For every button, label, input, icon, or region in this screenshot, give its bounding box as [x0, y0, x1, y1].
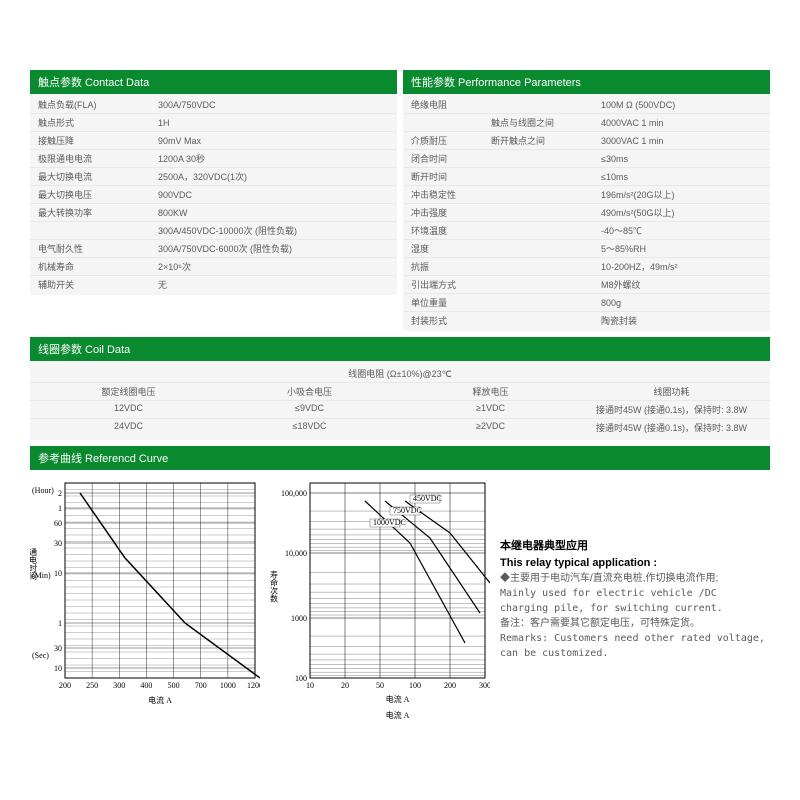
svg-text:300: 300: [479, 681, 490, 690]
contact-header: 触点参数 Contact Data: [30, 70, 397, 94]
coil-table: 线圈电阻 (Ω±10%)@23℃ 额定线圈电压小吸合电压释放电压线圈功耗 12V…: [30, 361, 770, 440]
table-row: 单位重量800g: [403, 294, 770, 312]
table-row: 辅助开关无: [30, 276, 397, 293]
svg-text:750VDC: 750VDC: [393, 506, 422, 515]
svg-text:60: 60: [54, 519, 62, 528]
table-row: 引出端方式M8外螺纹: [403, 276, 770, 294]
table-row: 触点形式1H: [30, 114, 397, 132]
app-line2: Mainly used for electric vehicle /DC cha…: [500, 586, 770, 616]
table-row: 环境温度-40～85℃: [403, 222, 770, 240]
table-row: 抗振10-200HZ，49m/s²: [403, 258, 770, 276]
curves-area: 2 1 60 30 10 1 30 10 200 250 300 400 500 700 1000 1200 (…: [30, 478, 770, 708]
svg-text:250: 250: [86, 681, 98, 690]
table-row: 300A/450VDC-10000次 (阻性负载): [30, 222, 397, 240]
svg-text:1200: 1200: [247, 681, 260, 690]
svg-text:200: 200: [59, 681, 71, 690]
contact-table: 触点负载(FLA)300A/750VDC触点形式1H接触压降90mV Max极限…: [30, 94, 397, 295]
svg-text:1000VDC: 1000VDC: [373, 518, 406, 527]
table-row: 接触压降90mV Max: [30, 132, 397, 150]
table-row: 最大转换功率800KW: [30, 204, 397, 222]
app-title-en: This relay typical application :: [500, 555, 770, 572]
svg-text:10: 10: [54, 569, 62, 578]
app-line1: ◆主要用于电动汽车/直流充电桩,作切换电流作用;: [500, 571, 770, 586]
table-row: 触点与线圈之间4000VAC 1 min: [403, 114, 770, 132]
svg-text:(Hour): (Hour): [32, 486, 54, 495]
svg-text:1000: 1000: [291, 614, 307, 623]
coil-header: 线圈参数 Coil Data: [30, 337, 770, 361]
svg-text:(Min): (Min): [32, 571, 51, 580]
svg-text:1000: 1000: [220, 681, 236, 690]
table-row: 冲击强度490m/s²(50G以上): [403, 204, 770, 222]
svg-text:200: 200: [444, 681, 456, 690]
svg-text:2: 2: [58, 489, 62, 498]
app-title-cn: 本继电器典型应用: [500, 538, 770, 555]
svg-text:寿命次数: 寿命次数: [270, 570, 279, 604]
chart-life: 100,00010,0001000100102050100200300450VD…: [270, 478, 490, 708]
svg-text:500: 500: [168, 681, 180, 690]
svg-text:450VDC: 450VDC: [413, 494, 442, 503]
table-row: 机械寿命2×10⁶次: [30, 258, 397, 276]
svg-text:(Sec): (Sec): [32, 651, 49, 660]
table-row: 12VDC≤9VDC≥1VDC接通时45W (接通0.1s)，保持时: 3.8W: [30, 401, 770, 419]
svg-text:30: 30: [54, 539, 62, 548]
table-row: 封装形式陶瓷封装: [403, 312, 770, 329]
application-text: 本继电器典型应用 This relay typical application …: [500, 478, 770, 708]
svg-text:20: 20: [341, 681, 349, 690]
performance-panel: 性能参数 Performance Parameters 绝缘电阻100M Ω (…: [403, 70, 770, 331]
svg-text:10: 10: [306, 681, 314, 690]
performance-table: 绝缘电阻100M Ω (500VDC)触点与线圈之间4000VAC 1 min介…: [403, 94, 770, 331]
app-line3: 备注：客户需要其它额定电压，可特殊定货。: [500, 616, 770, 631]
svg-text:300: 300: [113, 681, 125, 690]
app-line4: Remarks: Customers need other rated volt…: [500, 631, 770, 661]
table-row: 最大切换电流2500A，320VDC(1次): [30, 168, 397, 186]
svg-text:400: 400: [140, 681, 152, 690]
table-row: 绝缘电阻100M Ω (500VDC): [403, 96, 770, 114]
svg-text:30: 30: [54, 644, 62, 653]
table-row: 断开时间≤10ms: [403, 168, 770, 186]
table-row: 湿度5～85%RH: [403, 240, 770, 258]
svg-text:100: 100: [409, 681, 421, 690]
svg-text:电流 A: 电流 A: [386, 710, 410, 720]
table-row: 极限通电电流1200A 30秒: [30, 150, 397, 168]
svg-text:700: 700: [195, 681, 207, 690]
curve-header: 参考曲线 Referencd Curve: [30, 446, 770, 470]
table-row: 最大切换电压900VDC: [30, 186, 397, 204]
svg-text:10: 10: [54, 664, 62, 673]
svg-text:电流 A: 电流 A: [386, 694, 410, 704]
svg-text:10,000: 10,000: [285, 549, 307, 558]
table-row: 触点负载(FLA)300A/750VDC: [30, 96, 397, 114]
svg-text:50: 50: [376, 681, 384, 690]
table-row: 闭合时间≤30ms: [403, 150, 770, 168]
table-row: 冲击稳定性196m/s²(20G以上): [403, 186, 770, 204]
performance-header: 性能参数 Performance Parameters: [403, 70, 770, 94]
chart-overload: 2 1 60 30 10 1 30 10 200 250 300 400 500 700 1000 1200 (…: [30, 478, 260, 708]
table-row: 电气耐久性300A/750VDC-6000次 (阻性负载): [30, 240, 397, 258]
table-row: 24VDC≤18VDC≥2VDC接通时45W (接通0.1s)，保持时: 3.8…: [30, 419, 770, 436]
contact-data-panel: 触点参数 Contact Data 触点负载(FLA)300A/750VDC触点…: [30, 70, 397, 331]
table-row: 介质耐压断开触点之间3000VAC 1 min: [403, 132, 770, 150]
svg-text:100,000: 100,000: [281, 489, 307, 498]
coil-top-label: 线圈电阻 (Ω±10%)@23℃: [30, 365, 770, 383]
svg-text:1: 1: [58, 504, 62, 513]
svg-text:电流 A: 电流 A: [148, 695, 172, 705]
svg-text:1: 1: [58, 619, 62, 628]
